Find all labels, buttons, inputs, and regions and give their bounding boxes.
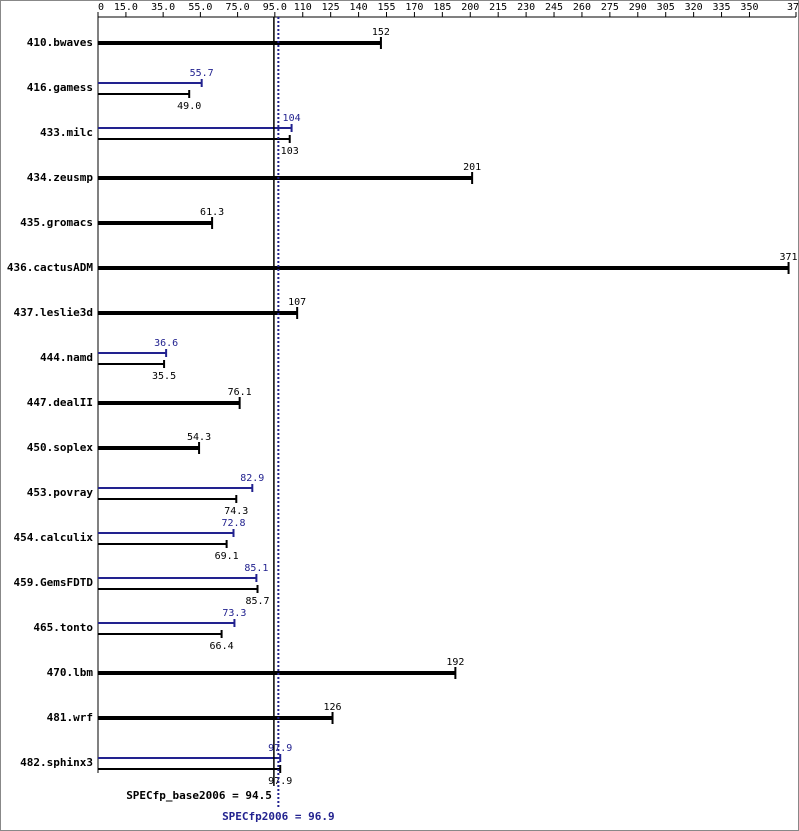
x-tick-label: 260 xyxy=(573,2,591,13)
category-label: 444.namd xyxy=(40,351,93,364)
category-label: 481.wrf xyxy=(47,711,93,724)
bar xyxy=(98,671,456,675)
value-label: 61.3 xyxy=(200,207,224,218)
x-tick-label: 230 xyxy=(517,2,535,13)
bar xyxy=(98,716,333,720)
value-label: 76.1 xyxy=(228,387,252,398)
category-label: 433.milc xyxy=(40,126,93,139)
category-label: 437.leslie3d xyxy=(14,306,93,319)
x-tick-label: 125 xyxy=(322,2,340,13)
bar xyxy=(98,757,281,759)
bar xyxy=(98,768,281,770)
bar xyxy=(98,543,227,545)
value-label: 371 xyxy=(780,252,798,263)
x-tick-label: 375 xyxy=(787,2,799,13)
value-label: 82.9 xyxy=(240,473,264,484)
value-label: 35.5 xyxy=(152,371,176,382)
x-tick-label: 320 xyxy=(685,2,703,13)
bar xyxy=(98,41,381,45)
value-label: 74.3 xyxy=(224,506,248,517)
value-label: 107 xyxy=(288,297,306,308)
category-label: 459.GemsFDTD xyxy=(14,576,94,589)
value-label: 126 xyxy=(323,702,341,713)
x-tick-label: 140 xyxy=(350,2,368,13)
category-label: 416.gamess xyxy=(27,81,93,94)
bar xyxy=(98,352,167,354)
x-tick-label: 55.0 xyxy=(188,2,212,13)
value-label: 201 xyxy=(463,162,481,173)
category-label: 454.calculix xyxy=(14,531,94,544)
reference-label: SPECfp2006 = 96.9 xyxy=(222,810,335,823)
x-tick-label: 305 xyxy=(657,2,675,13)
value-label: 69.1 xyxy=(215,551,239,562)
bar xyxy=(98,176,473,180)
x-tick-label: 290 xyxy=(629,2,647,13)
x-tick-label: 35.0 xyxy=(151,2,175,13)
value-label: 72.8 xyxy=(221,518,245,529)
x-tick-label: 170 xyxy=(405,2,423,13)
bar xyxy=(98,82,202,84)
value-label: 85.1 xyxy=(244,563,268,574)
category-label: 447.dealII xyxy=(27,396,93,409)
x-tick-label: 185 xyxy=(433,2,451,13)
category-label: 435.gromacs xyxy=(20,216,93,229)
value-label: 66.4 xyxy=(210,641,234,652)
bar xyxy=(98,487,253,489)
category-label: 453.povray xyxy=(27,486,94,499)
bar xyxy=(98,93,190,95)
value-label: 97.9 xyxy=(268,776,292,787)
bar xyxy=(98,127,292,129)
category-label: 434.zeusmp xyxy=(27,171,94,184)
x-tick-label: 155 xyxy=(377,2,395,13)
bar xyxy=(98,311,298,315)
value-label: 85.7 xyxy=(245,596,269,607)
x-tick-label: 95.0 xyxy=(263,2,287,13)
bar xyxy=(98,363,165,365)
bar xyxy=(98,577,257,579)
bar xyxy=(98,622,235,624)
x-tick-label: 215 xyxy=(489,2,507,13)
bar xyxy=(98,221,213,225)
category-label: 482.sphinx3 xyxy=(20,756,93,769)
x-tick-label: 0 xyxy=(98,2,104,13)
value-label: 55.7 xyxy=(190,68,214,79)
x-tick-label: 335 xyxy=(713,2,731,13)
category-label: 465.tonto xyxy=(33,621,93,634)
bar xyxy=(98,138,290,140)
bar xyxy=(98,532,234,534)
x-tick-label: 200 xyxy=(461,2,479,13)
bar xyxy=(98,266,789,270)
bar xyxy=(98,633,222,635)
bar xyxy=(98,401,240,405)
value-label: 73.3 xyxy=(222,608,246,619)
value-label: 54.3 xyxy=(187,432,211,443)
value-label: 49.0 xyxy=(177,101,201,112)
value-label: 152 xyxy=(372,27,390,38)
x-tick-label: 350 xyxy=(740,2,758,13)
category-label: 470.lbm xyxy=(47,666,94,679)
x-tick-label: 110 xyxy=(294,2,312,13)
x-tick-label: 245 xyxy=(545,2,563,13)
value-label: 97.9 xyxy=(268,743,292,754)
value-label: 192 xyxy=(446,657,464,668)
bar xyxy=(98,498,237,500)
value-label: 104 xyxy=(283,113,301,124)
bar xyxy=(98,446,200,450)
value-label: 36.6 xyxy=(154,338,178,349)
x-tick-label: 275 xyxy=(601,2,619,13)
reference-label: SPECfp_base2006 = 94.5 xyxy=(126,789,272,802)
x-tick-label: 75.0 xyxy=(226,2,250,13)
category-label: 450.soplex xyxy=(27,441,94,454)
value-label: 103 xyxy=(281,146,299,157)
bar xyxy=(98,588,258,590)
category-label: 436.cactusADM xyxy=(7,261,93,274)
category-label: 410.bwaves xyxy=(27,36,93,49)
x-tick-label: 15.0 xyxy=(114,2,138,13)
